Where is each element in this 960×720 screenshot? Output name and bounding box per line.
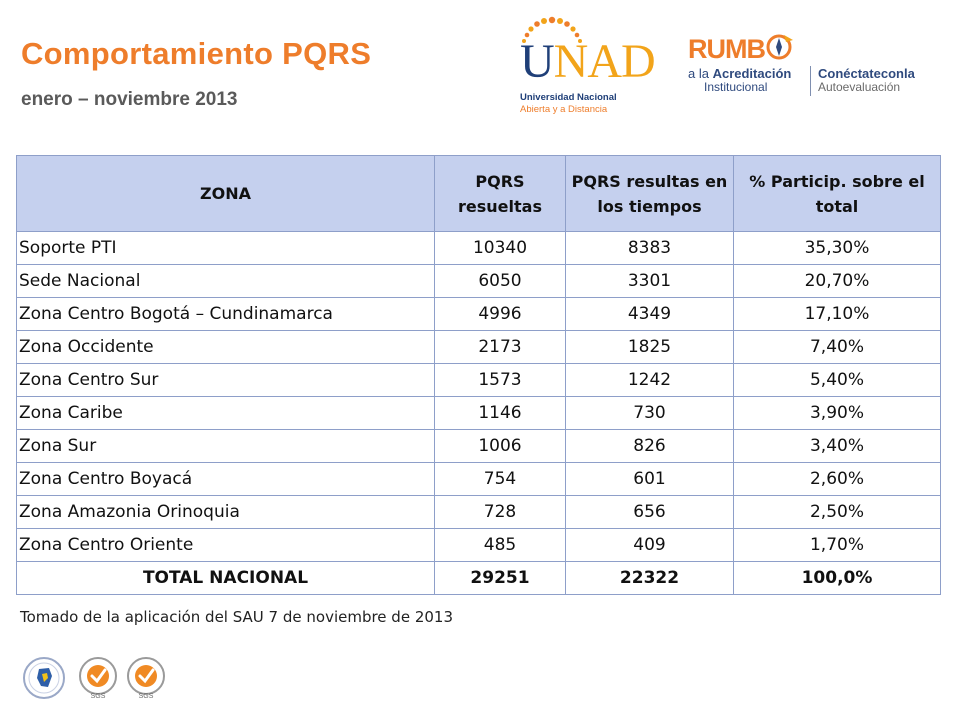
table-row: Zona Amazonia Orinoquia 728 656 2,50% (16, 495, 941, 529)
tiempos-cell: 601 (565, 462, 734, 496)
unad-dots-icon (522, 16, 582, 43)
tiempos-cell: 4349 (565, 297, 734, 331)
svg-text:SGS: SGS (139, 693, 154, 700)
unad-logo: UNAD Universidad Nacional Abierta y a Di… (518, 16, 658, 115)
participacion-cell: 20,70% (733, 264, 941, 298)
zone-cell: Zona Centro Boyacá (16, 462, 435, 496)
participacion-cell: 1,70% (733, 528, 941, 562)
rumbo-right-line2: Autoevaluación (818, 80, 901, 94)
tiempos-cell: 826 (565, 429, 734, 463)
tiempos-cell: 1825 (565, 330, 734, 364)
zone-cell: Zona Occidente (16, 330, 435, 364)
header-pqrs-resueltas: PQRS resueltas (434, 155, 566, 232)
participacion-cell: 7,40% (733, 330, 941, 364)
resueltas-cell: 1146 (434, 396, 566, 430)
pqrs-table: ZONA PQRS resueltas PQRS resultas en los… (16, 155, 941, 595)
table-row: Zona Centro Boyacá 754 601 2,60% (16, 462, 941, 496)
table-row: Soporte PTI 10340 8383 35,30% (16, 231, 941, 265)
resueltas-cell: 1006 (434, 429, 566, 463)
participacion-cell: 2,50% (733, 495, 941, 529)
zone-cell: Zona Centro Sur (16, 363, 435, 397)
resueltas-cell: 4996 (434, 297, 566, 331)
rumbo-line2: Institucional (704, 80, 768, 94)
table-row: Zona Caribe 1146 730 3,90% (16, 396, 941, 430)
participacion-cell: 35,30% (733, 231, 941, 265)
resueltas-cell: 6050 (434, 264, 566, 298)
tiempos-cell: 1242 (565, 363, 734, 397)
page-title: Comportamiento PQRS (21, 36, 372, 71)
table-row: Zona Sur 1006 826 3,40% (16, 429, 941, 463)
resueltas-cell: 10340 (434, 231, 566, 265)
header-zona: ZONA (16, 155, 435, 232)
unad-name-line2: Abierta y a Distancia (520, 104, 608, 115)
svg-text:SGS: SGS (91, 693, 106, 700)
total-participacion-cell: 100,0% (733, 561, 941, 595)
table-header-row: ZONA PQRS resueltas PQRS resultas en los… (16, 155, 941, 232)
participacion-cell: 17,10% (733, 297, 941, 331)
rumbo-divider (810, 66, 811, 96)
header-participacion: % Particip. sobre el total (733, 155, 941, 232)
zone-cell: Sede Nacional (16, 264, 435, 298)
total-tiempos-cell: 22322 (565, 561, 734, 595)
tiempos-cell: 730 (565, 396, 734, 430)
participacion-cell: 3,40% (733, 429, 941, 463)
zone-cell: Zona Sur (16, 429, 435, 463)
rumbo-line1: a la Acreditación (688, 66, 792, 81)
table-row: Zona Occidente 2173 1825 7,40% (16, 330, 941, 364)
zone-cell: Zona Caribe (16, 396, 435, 430)
unad-name-line1: Universidad Nacional (520, 92, 617, 103)
quality-certification-icon: SGS (127, 657, 165, 700)
total-label-cell: TOTAL NACIONAL (16, 561, 435, 595)
tiempos-cell: 3301 (565, 264, 734, 298)
compass-icon (766, 34, 793, 60)
tiempos-cell: 656 (565, 495, 734, 529)
unad-wordmark: UNAD (520, 35, 656, 88)
colombia-seal-icon (23, 657, 65, 699)
rumbo-logo: RUMB a la Acreditación Institucional Con… (688, 34, 938, 104)
resueltas-cell: 754 (434, 462, 566, 496)
participacion-cell: 2,60% (733, 462, 941, 496)
table-row: Zona Centro Oriente 485 409 1,70% (16, 528, 941, 562)
header-pqrs-en-tiempos: PQRS resultas en los tiempos (565, 155, 734, 232)
iso-certification-icon: SGS (79, 657, 117, 700)
zone-cell: Soporte PTI (16, 231, 435, 265)
table-row: Zona Centro Bogotá – Cundinamarca 4996 4… (16, 297, 941, 331)
tiempos-cell: 409 (565, 528, 734, 562)
zone-cell: Zona Amazonia Orinoquia (16, 495, 435, 529)
zone-cell: Zona Centro Bogotá – Cundinamarca (16, 297, 435, 331)
total-resueltas-cell: 29251 (434, 561, 566, 595)
source-note: Tomado de la aplicación del SAU 7 de nov… (20, 608, 454, 626)
page-subtitle: enero – noviembre 2013 (21, 89, 238, 110)
tiempos-cell: 8383 (565, 231, 734, 265)
participacion-cell: 3,90% (733, 396, 941, 430)
resueltas-cell: 728 (434, 495, 566, 529)
participacion-cell: 5,40% (733, 363, 941, 397)
zone-cell: Zona Centro Oriente (16, 528, 435, 562)
table-row: Zona Centro Sur 1573 1242 5,40% (16, 363, 941, 397)
resueltas-cell: 485 (434, 528, 566, 562)
rumbo-brand: RUMB (688, 34, 766, 64)
table-row: Sede Nacional 6050 3301 20,70% (16, 264, 941, 298)
total-row: TOTAL NACIONAL 29251 22322 100,0% (16, 561, 941, 595)
rumbo-right-line1: Conéctateconla (818, 66, 915, 81)
resueltas-cell: 2173 (434, 330, 566, 364)
resueltas-cell: 1573 (434, 363, 566, 397)
